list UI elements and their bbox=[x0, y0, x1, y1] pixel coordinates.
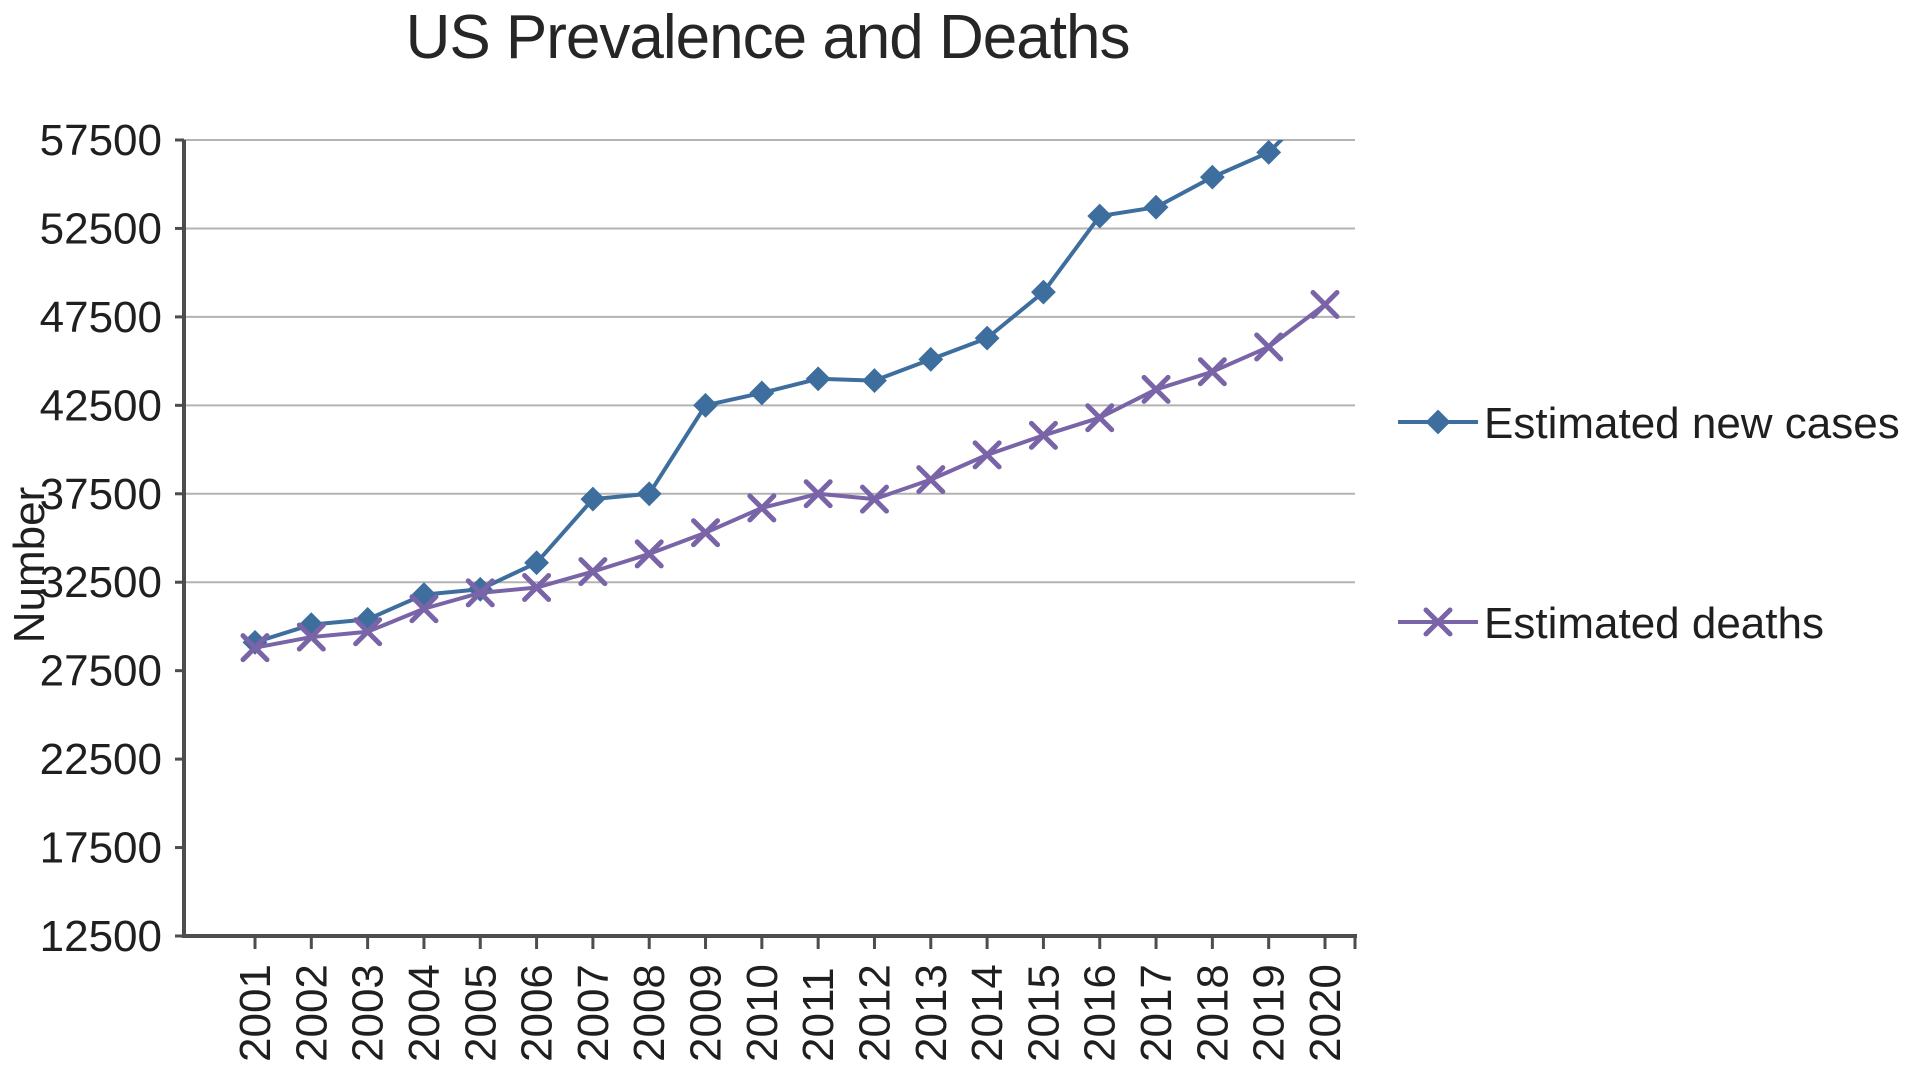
data-point-marker bbox=[578, 557, 608, 587]
x-tick-label: 2001 bbox=[231, 964, 280, 1062]
chart-title: US Prevalence and Deaths bbox=[405, 3, 1131, 72]
data-point-marker bbox=[918, 346, 944, 372]
data-point-marker bbox=[747, 493, 777, 523]
data-point-marker bbox=[1256, 140, 1282, 165]
x-tick-label: 2010 bbox=[738, 964, 787, 1062]
data-point-marker bbox=[1310, 290, 1340, 320]
series-line-estimated-deaths bbox=[254, 302, 1327, 650]
series-estimated-new-cases bbox=[242, 140, 1284, 655]
x-tick-label: 2002 bbox=[287, 964, 336, 1062]
x-tick-label: 2018 bbox=[1188, 964, 1237, 1062]
series-estimated-deaths bbox=[240, 290, 1340, 663]
data-point-marker bbox=[862, 368, 887, 393]
data-point-marker bbox=[803, 479, 833, 509]
x-tick-label: 2017 bbox=[1132, 964, 1181, 1062]
y-tick-label: 37500 bbox=[40, 470, 162, 519]
data-point-marker bbox=[1028, 420, 1058, 450]
legend-label: Estimated deaths bbox=[1484, 599, 1824, 648]
y-tick-label: 12500 bbox=[40, 912, 162, 961]
y-tick-label: 17500 bbox=[40, 824, 162, 873]
legend-label: Estimated new cases bbox=[1484, 399, 1900, 448]
data-point-marker bbox=[522, 573, 552, 603]
data-point-marker bbox=[1031, 279, 1056, 305]
data-point-marker bbox=[465, 578, 495, 608]
y-tick-label: 22500 bbox=[40, 735, 162, 784]
legend-item-estimated-new-cases: Estimated new cases bbox=[1398, 399, 1900, 448]
y-tick-label: 32500 bbox=[40, 558, 162, 607]
x-tick-label: 2016 bbox=[1076, 964, 1125, 1062]
legend-item-estimated-deaths: Estimated deaths bbox=[1398, 599, 1824, 648]
data-point-marker bbox=[353, 617, 383, 647]
x-tick-label: 2006 bbox=[513, 964, 562, 1062]
data-point-marker bbox=[296, 622, 326, 652]
data-point-marker bbox=[859, 484, 889, 514]
data-point-marker bbox=[974, 325, 1000, 351]
y-tick-label: 47500 bbox=[40, 293, 162, 342]
data-point-marker bbox=[1143, 194, 1169, 220]
x-tick-label: 2014 bbox=[963, 964, 1012, 1062]
x-tick-label: 2004 bbox=[400, 964, 449, 1062]
x-tick-label: 2019 bbox=[1245, 964, 1294, 1062]
data-point-marker bbox=[409, 594, 439, 624]
data-point-marker bbox=[693, 392, 718, 418]
data-point-marker bbox=[580, 486, 606, 512]
x-tick-label: 2013 bbox=[907, 964, 956, 1062]
data-point-marker bbox=[1085, 403, 1115, 433]
x-tick-label: 2009 bbox=[682, 964, 731, 1062]
data-point-marker bbox=[636, 481, 662, 507]
x-tick-label: 2011 bbox=[794, 967, 843, 1062]
y-tick-label: 52500 bbox=[40, 204, 162, 253]
data-point-marker bbox=[805, 366, 831, 392]
data-point-marker bbox=[1087, 203, 1113, 229]
data-point-marker bbox=[691, 518, 721, 548]
data-point-marker bbox=[1197, 357, 1227, 387]
data-point-marker bbox=[240, 633, 270, 663]
x-tick-label: 2008 bbox=[625, 964, 674, 1062]
data-point-marker bbox=[972, 440, 1002, 470]
data-point-marker bbox=[1141, 374, 1171, 404]
data-point-marker bbox=[634, 539, 664, 569]
legend-marker-x-icon bbox=[1423, 607, 1453, 637]
x-tick-label: 2003 bbox=[344, 964, 393, 1062]
x-tick-label: 2005 bbox=[456, 964, 505, 1062]
legend-marker-diamond-icon bbox=[1425, 409, 1451, 435]
data-point-marker bbox=[1254, 332, 1284, 362]
y-tick-label: 27500 bbox=[40, 647, 162, 696]
x-tick-label: 2015 bbox=[1019, 964, 1068, 1062]
data-point-marker bbox=[524, 550, 549, 576]
x-tick-label: 2020 bbox=[1301, 964, 1350, 1062]
x-tick-label: 2007 bbox=[569, 964, 618, 1062]
data-point-marker bbox=[749, 380, 775, 406]
series-line-estimated-new-cases bbox=[254, 140, 1284, 645]
data-point-marker bbox=[916, 465, 946, 495]
y-tick-label: 57500 bbox=[40, 116, 162, 165]
y-tick-label: 42500 bbox=[40, 381, 162, 430]
x-tick-label: 2012 bbox=[850, 964, 899, 1062]
data-point-marker bbox=[1199, 164, 1225, 190]
